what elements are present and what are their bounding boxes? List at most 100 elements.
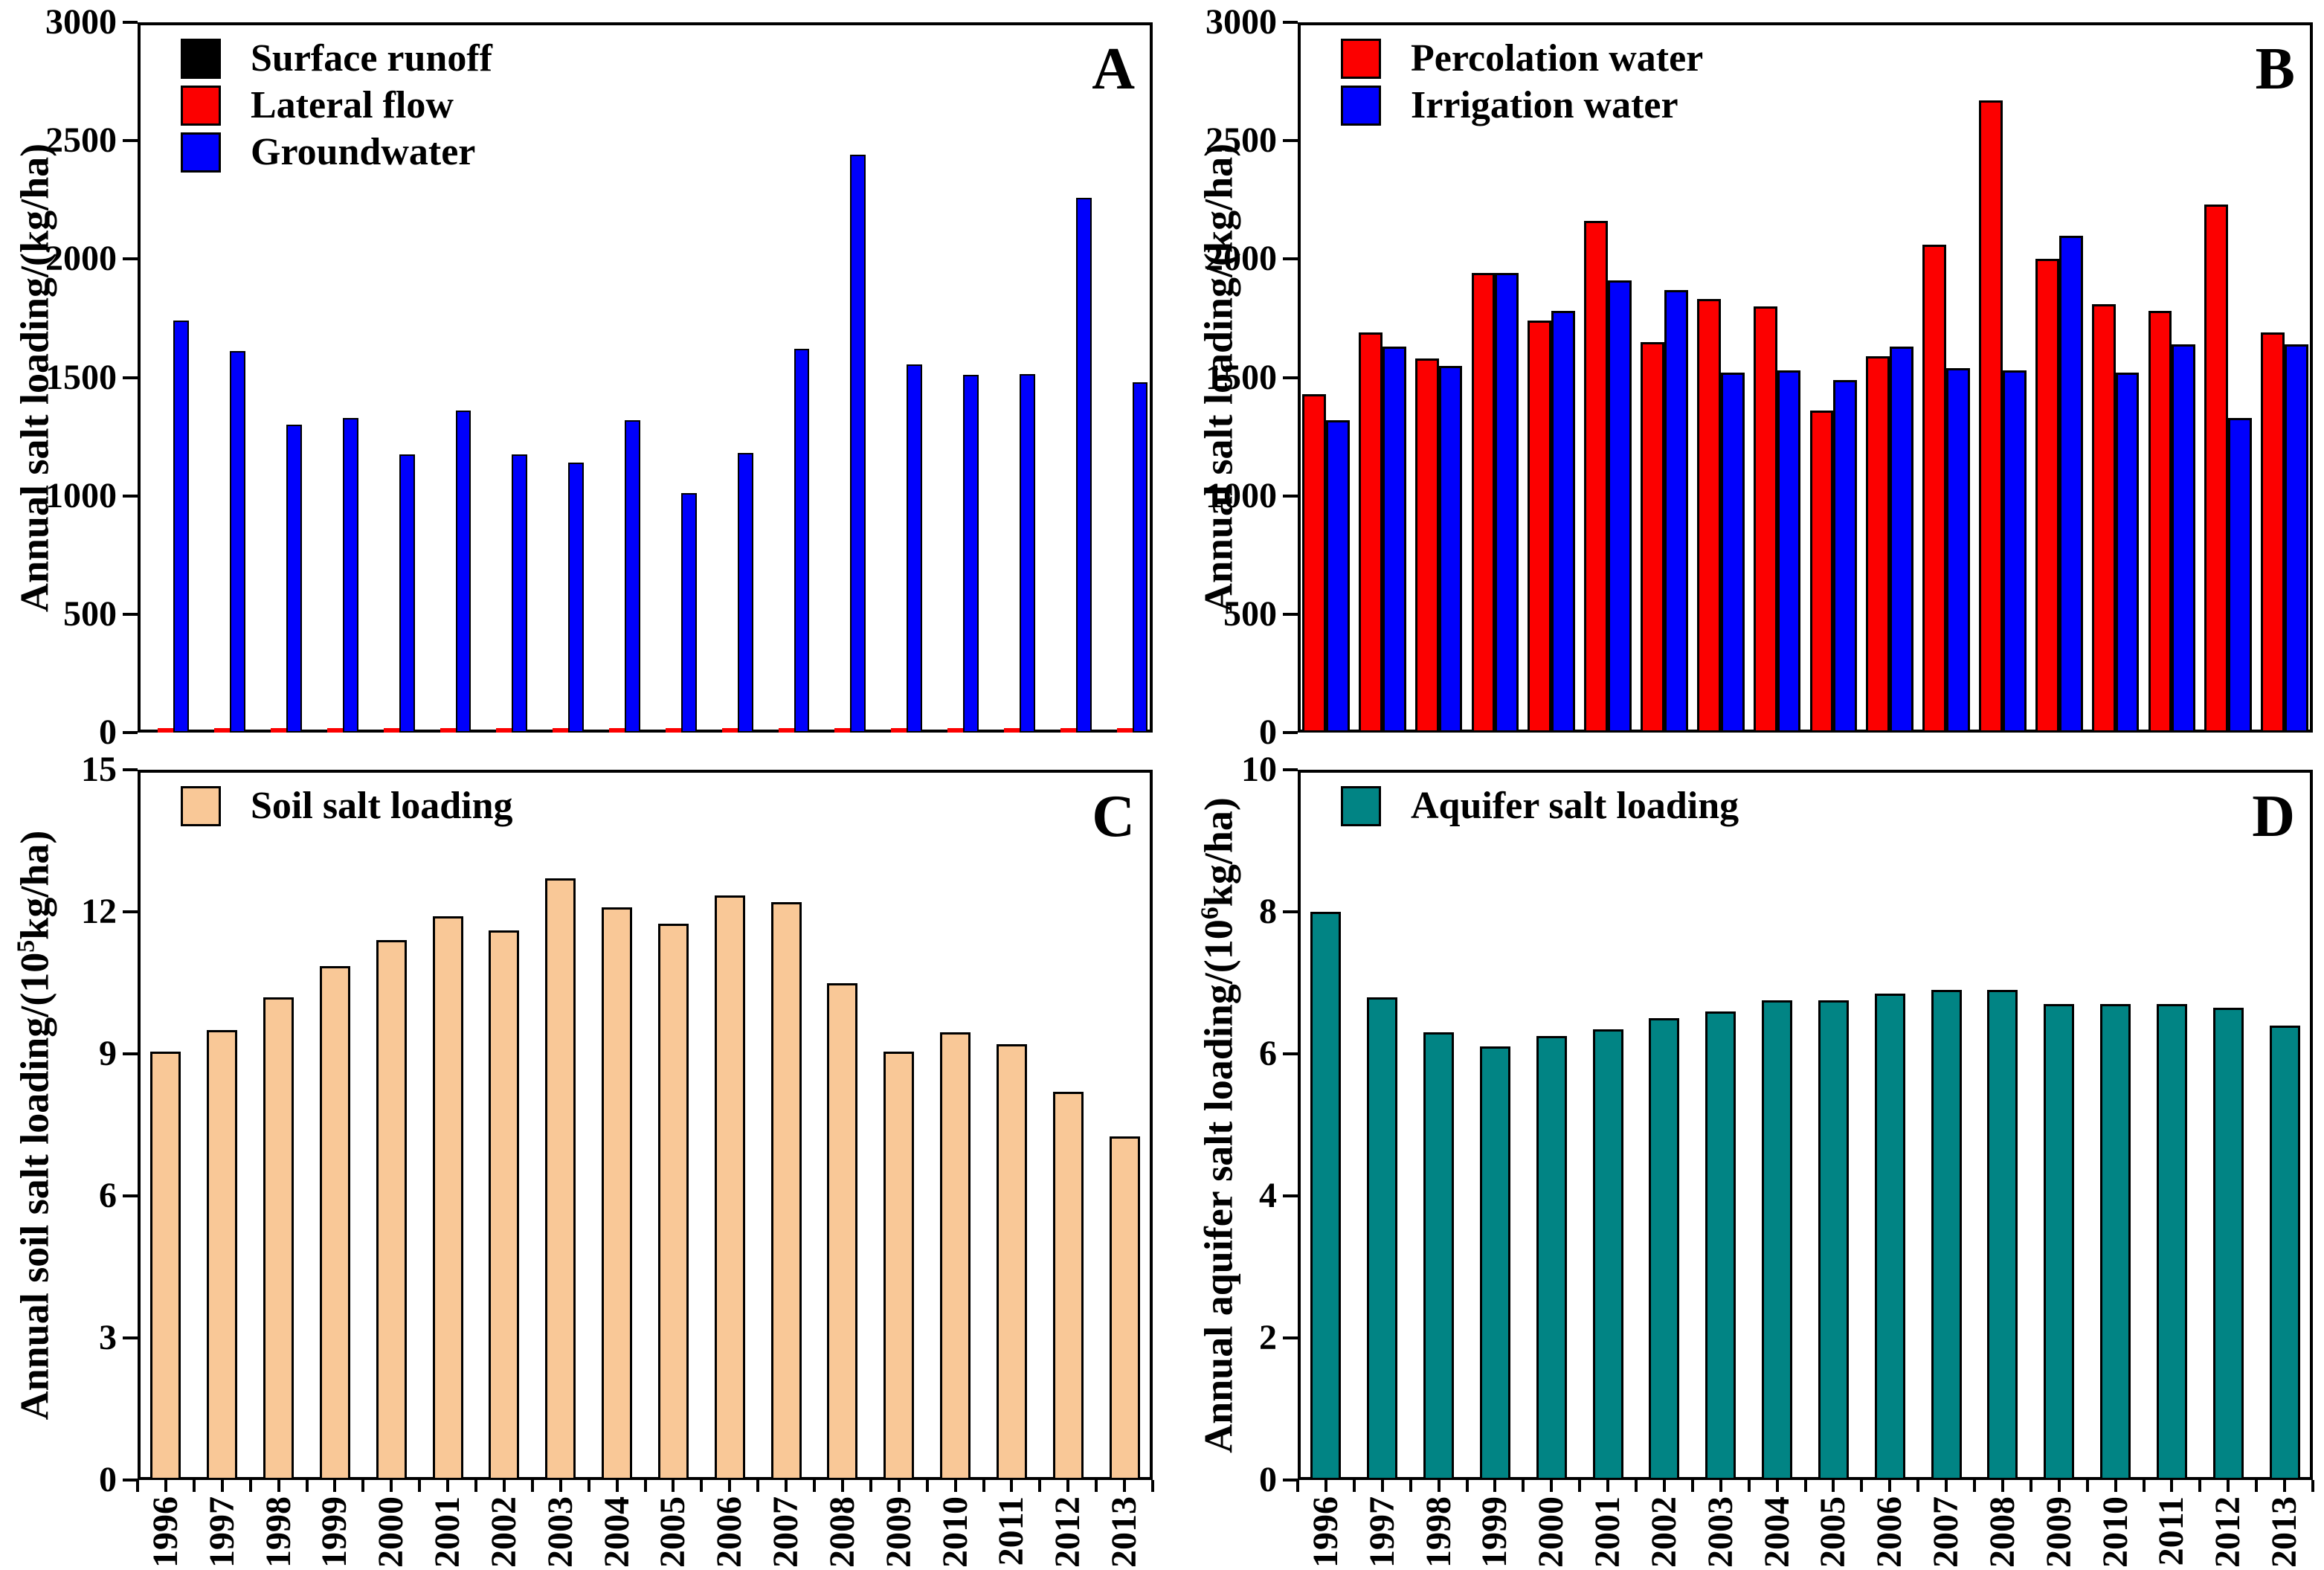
x-axis-tick xyxy=(1123,1480,1127,1492)
bar-irrigation-water-2008 xyxy=(2002,370,2027,733)
x-tick-label-year: 1998 xyxy=(1418,1496,1458,1568)
y-tick-label: 3000 xyxy=(45,2,117,42)
bar-percolation-water-2003 xyxy=(1696,299,1721,733)
x-axis-tick xyxy=(1151,1480,1154,1492)
x-axis-tick xyxy=(446,1480,450,1492)
y-tick-label: 0 xyxy=(99,712,117,752)
bar-irrigation-water-2010 xyxy=(2115,373,2140,733)
bar-irrigation-water-2007 xyxy=(1946,367,1970,733)
bar-percolation-water-2002 xyxy=(1641,341,1664,733)
bar-percolation-water-2012 xyxy=(2204,205,2229,733)
x-axis-tick xyxy=(1352,1480,1356,1492)
bar-aquifer-salt-loading-2004 xyxy=(1762,1000,1793,1480)
bar-irrigation-water-2006 xyxy=(1890,347,1914,733)
bar-surface-runoff-2001 xyxy=(424,730,440,733)
bar-lateral-flow-1997 xyxy=(214,727,231,733)
bar-soil-salt-loading-2009 xyxy=(883,1051,915,1480)
bar-soil-salt-loading-1998 xyxy=(263,997,294,1480)
bar-lateral-flow-2005 xyxy=(665,727,681,733)
x-axis-tick xyxy=(136,1480,139,1492)
bar-percolation-water-2001 xyxy=(1584,221,1609,733)
x-axis-tick xyxy=(1522,1480,1525,1492)
y-axis-tick xyxy=(1283,257,1298,261)
bar-lateral-flow-2013 xyxy=(1116,727,1133,733)
x-axis-tick xyxy=(1493,1480,1497,1492)
bar-aquifer-salt-loading-1999 xyxy=(1479,1046,1510,1480)
bar-soil-salt-loading-2013 xyxy=(1109,1136,1140,1480)
bar-aquifer-salt-loading-2005 xyxy=(1818,1000,1849,1480)
legend-label: Soil salt loading xyxy=(251,785,513,827)
y-axis-label: Annual aquifer salt loading/(106kg/ha) xyxy=(1196,770,1240,1480)
bar-surface-runoff-2005 xyxy=(650,730,666,733)
bar-soil-salt-loading-2010 xyxy=(940,1032,971,1480)
y-tick-label: 3000 xyxy=(1206,2,1277,42)
y-axis-tick xyxy=(123,376,138,379)
y-axis-tick xyxy=(1283,376,1298,379)
bar-percolation-water-2013 xyxy=(2261,332,2285,733)
x-axis-tick xyxy=(1635,1480,1638,1492)
bar-groundwater-2004 xyxy=(625,419,640,733)
bar-percolation-water-2011 xyxy=(2148,311,2172,733)
x-axis-tick xyxy=(248,1480,252,1492)
x-axis-tick xyxy=(785,1480,788,1492)
bar-surface-runoff-1996 xyxy=(142,730,158,733)
x-tick-label-year: 2002 xyxy=(483,1496,524,1568)
bar-groundwater-2011 xyxy=(1019,373,1035,733)
bar-irrigation-water-2013 xyxy=(2285,344,2308,733)
y-axis-tick xyxy=(123,21,138,24)
x-axis-tick xyxy=(672,1480,675,1492)
y-axis-tick xyxy=(123,768,138,771)
bar-lateral-flow-1999 xyxy=(326,727,343,733)
plot-area-C xyxy=(138,770,1153,1480)
x-tick-label-year: 1997 xyxy=(1362,1496,1402,1568)
x-tick-label-year: 2003 xyxy=(540,1496,580,1568)
y-axis-tick xyxy=(123,1194,138,1197)
y-tick-label: 4 xyxy=(1259,1176,1277,1215)
panel-letter-B: B xyxy=(2255,36,2295,102)
bar-soil-salt-loading-1996 xyxy=(150,1051,181,1480)
plot-area-D xyxy=(1298,770,2313,1480)
bar-percolation-water-2007 xyxy=(1922,245,1947,733)
bar-irrigation-water-2003 xyxy=(1720,373,1745,733)
x-axis-tick xyxy=(897,1480,901,1492)
y-tick-label: 8 xyxy=(1259,892,1277,931)
x-axis-tick xyxy=(2057,1480,2061,1492)
bar-surface-runoff-2003 xyxy=(537,730,553,733)
x-axis-tick xyxy=(2255,1480,2259,1492)
x-axis-tick xyxy=(1775,1480,1779,1492)
bar-groundwater-2001 xyxy=(455,411,471,733)
x-axis-tick xyxy=(1690,1480,1694,1492)
legend-panel-A: Surface runoff Lateral flow Groundwater xyxy=(181,37,492,178)
bar-lateral-flow-2008 xyxy=(834,727,851,733)
x-axis-tick xyxy=(361,1480,365,1492)
bar-soil-salt-loading-1997 xyxy=(207,1030,238,1480)
bar-irrigation-water-2005 xyxy=(1833,379,1858,733)
bar-surface-runoff-2010 xyxy=(932,730,948,733)
bar-groundwater-2003 xyxy=(568,463,585,733)
bar-lateral-flow-2003 xyxy=(553,727,569,733)
y-tick-label: 0 xyxy=(99,1460,117,1499)
x-axis-tick xyxy=(2170,1480,2174,1492)
bar-irrigation-water-2002 xyxy=(1664,289,1688,733)
x-axis-tick xyxy=(2198,1480,2202,1492)
x-axis-tick xyxy=(953,1480,957,1492)
x-tick-label-year: 2011 xyxy=(2151,1496,2192,1566)
y-axis-label-superscript: 6 xyxy=(1196,906,1223,919)
y-axis-label-text: Annual salt loading/(kg/ha) xyxy=(1196,143,1240,612)
bar-groundwater-1997 xyxy=(230,351,246,733)
x-axis-tick xyxy=(559,1480,562,1492)
bar-aquifer-salt-loading-1998 xyxy=(1423,1032,1455,1480)
x-tick-label-year: 2005 xyxy=(1813,1496,1853,1568)
x-tick-label-year: 1997 xyxy=(202,1496,242,1568)
x-tick-label-year: 2005 xyxy=(653,1496,693,1568)
bar-groundwater-1998 xyxy=(286,425,302,733)
bar-groundwater-2008 xyxy=(850,155,866,733)
bar-aquifer-salt-loading-2008 xyxy=(1987,990,2018,1480)
y-tick-label: 15 xyxy=(81,750,117,789)
bar-irrigation-water-2009 xyxy=(2059,235,2083,733)
bar-groundwater-2006 xyxy=(737,453,753,733)
x-tick-label-year: 2000 xyxy=(1531,1496,1571,1568)
legend-item: Surface runoff xyxy=(181,37,492,80)
bar-groundwater-2005 xyxy=(680,493,697,733)
legend-label: Aquifer salt loading xyxy=(1411,785,1739,827)
